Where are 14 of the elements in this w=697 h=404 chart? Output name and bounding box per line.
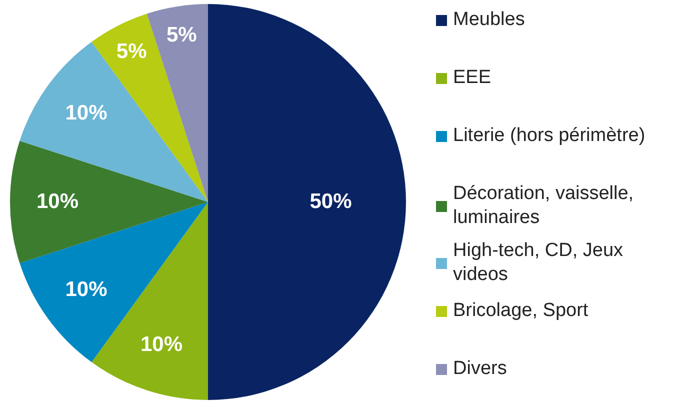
legend-label: Décoration, vaisselle, luminaires — [453, 182, 635, 230]
data-label: 10% — [36, 190, 79, 213]
legend-label: Meubles — [453, 8, 526, 32]
legend-label: Divers — [453, 357, 508, 381]
data-label: 5% — [166, 24, 198, 47]
data-label: 10% — [65, 101, 108, 124]
legend-label: EEE — [453, 66, 492, 90]
data-label: 5% — [116, 40, 148, 63]
data-label: 50% — [310, 190, 352, 213]
data-label: 10% — [65, 278, 108, 302]
data-label: 10% — [140, 332, 183, 356]
legend-label: High-tech, CD, Jeux videos — [453, 239, 624, 287]
legend-label: Bricolage, Sport — [453, 299, 590, 323]
legend-label: Literie (hors périmètre) — [453, 124, 646, 148]
